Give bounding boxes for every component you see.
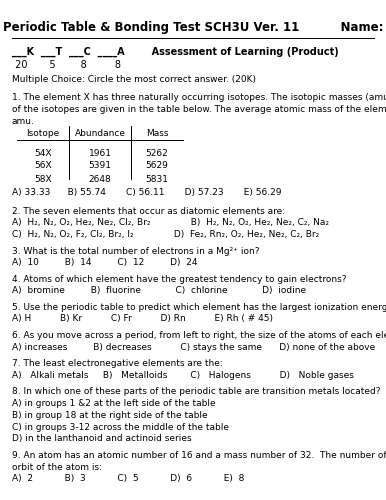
Text: 2. The seven elements that occur as diatomic elements are:: 2. The seven elements that occur as diat…	[12, 206, 285, 216]
Text: 5262: 5262	[146, 148, 168, 158]
Text: 5. Use the periodic table to predict which element has the largest ionization en: 5. Use the periodic table to predict whi…	[12, 302, 386, 312]
Text: A) increases         B) decreases          C) stays the same      D) none of the: A) increases B) decreases C) stays the s…	[12, 342, 375, 351]
Text: A) H          B) Kr          C) Fr          D) Rn          E) Rh ( # 45): A) H B) Kr C) Fr D) Rn E) Rh ( # 45)	[12, 314, 273, 324]
Text: 8. In which one of these parts of the periodic table are transition metals locat: 8. In which one of these parts of the pe…	[12, 386, 381, 396]
Text: 3. What is the total number of electrons in a Mg²⁺ ion?: 3. What is the total number of electrons…	[12, 246, 259, 256]
Text: B) in group 18 at the right side of the table: B) in group 18 at the right side of the …	[12, 410, 208, 420]
Text: 9. An atom has an atomic number of 16 and a mass number of 32.  The number of el: 9. An atom has an atomic number of 16 an…	[12, 450, 386, 460]
Text: C) in groups 3-12 across the middle of the table: C) in groups 3-12 across the middle of t…	[12, 422, 229, 432]
Text: amu.: amu.	[12, 116, 35, 126]
Text: ___K  ___T  ___C  ____A        Assessment of Learning (Product): ___K ___T ___C ____A Assessment of Learn…	[12, 47, 339, 57]
Text: Isotope: Isotope	[26, 128, 59, 138]
Text: A)  bromine         B)  fluorine            C)  chlorine            D)  iodine: A) bromine B) fluorine C) chlorine D) io…	[12, 286, 306, 296]
Text: A)   Alkali metals     B)   Metalloids        C)   Halogens          D)   Noble : A) Alkali metals B) Metalloids C) Haloge…	[12, 370, 354, 380]
Text: 5629: 5629	[146, 162, 168, 170]
Text: A)  2           B)  3           C)  5           D)  6           E)  8: A) 2 B) 3 C) 5 D) 6 E) 8	[12, 474, 244, 484]
Text: 1961: 1961	[88, 148, 112, 158]
Text: 7. The least electronegative elements are the:: 7. The least electronegative elements ar…	[12, 358, 223, 368]
Text: A)  H₂, N₂, O₂, He₂, Ne₂, Cl₂, Br₂              B)  H₂, N₂, O₂, He₂, Ne₂, C₂, Na: A) H₂, N₂, O₂, He₂, Ne₂, Cl₂, Br₂ B) H₂,…	[12, 218, 329, 228]
Text: orbit of the atom is:: orbit of the atom is:	[12, 462, 102, 471]
Text: Periodic Table & Bonding Test SCH3U Ver. 11          Name:: Periodic Table & Bonding Test SCH3U Ver.…	[3, 22, 383, 35]
Text: 4. Atoms of which element have the greatest tendency to gain electrons?: 4. Atoms of which element have the great…	[12, 274, 347, 283]
Text: Abundance: Abundance	[74, 128, 125, 138]
Text: of the isotopes are given in the table below. The average atomic mass of the ele: of the isotopes are given in the table b…	[12, 104, 386, 114]
Text: 2648: 2648	[89, 174, 112, 184]
Text: 20       5        8         8: 20 5 8 8	[12, 60, 121, 70]
Text: 54X: 54X	[34, 148, 52, 158]
Text: C)  H₂, N₂, O₂, F₂, Cl₂, Br₂, I₂              D)  Fe₂, Rn₂, O₂, He₂, Ne₂, C₂, Br: C) H₂, N₂, O₂, F₂, Cl₂, Br₂, I₂ D) Fe₂, …	[12, 230, 319, 239]
Text: A) in groups 1 &2 at the left side of the table: A) in groups 1 &2 at the left side of th…	[12, 398, 216, 407]
Text: Multiple Choice: Circle the most correct answer. (20K): Multiple Choice: Circle the most correct…	[12, 76, 256, 84]
Text: A)  10         B)  14         C)  12         D)  24: A) 10 B) 14 C) 12 D) 24	[12, 258, 198, 268]
Text: 58X: 58X	[34, 174, 52, 184]
Text: D) in the lanthanoid and actinoid series: D) in the lanthanoid and actinoid series	[12, 434, 191, 444]
Text: Mass: Mass	[146, 128, 168, 138]
Text: 5391: 5391	[88, 162, 112, 170]
Text: 56X: 56X	[34, 162, 52, 170]
Text: 6. As you move across a period, from left to right, the size of the atoms of eac: 6. As you move across a period, from lef…	[12, 330, 386, 340]
Text: 5831: 5831	[146, 174, 169, 184]
Text: 1. The element X has three naturally occurring isotopes. The isotopic masses (am: 1. The element X has three naturally occ…	[12, 92, 386, 102]
Text: A) 33.33      B) 55.74       C) 56.11       D) 57.23       E) 56.29: A) 33.33 B) 55.74 C) 56.11 D) 57.23 E) 5…	[12, 188, 281, 198]
